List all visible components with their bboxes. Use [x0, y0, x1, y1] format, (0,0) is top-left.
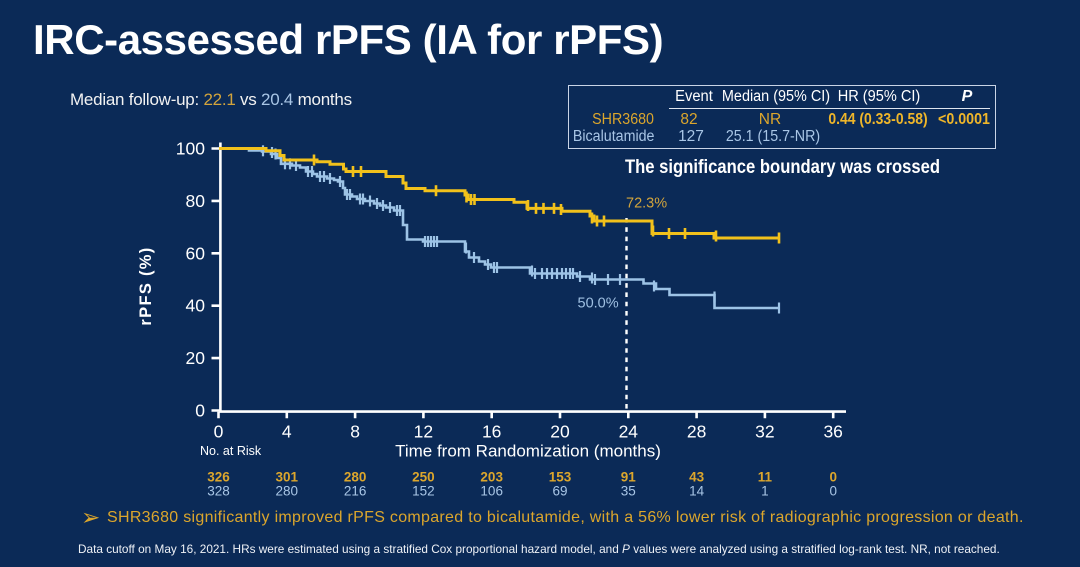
- svg-text:28: 28: [687, 422, 706, 442]
- svg-text:326: 326: [207, 470, 230, 485]
- svg-text:32: 32: [755, 422, 774, 442]
- svg-text:16: 16: [482, 422, 501, 442]
- svg-text:1: 1: [761, 484, 769, 499]
- svg-text:20: 20: [550, 422, 570, 442]
- svg-text:14: 14: [689, 484, 705, 499]
- svg-text:80: 80: [186, 191, 206, 211]
- svg-text:36: 36: [823, 422, 842, 442]
- svg-text:69: 69: [552, 484, 567, 499]
- svg-text:40: 40: [186, 296, 206, 316]
- svg-text:50.0%: 50.0%: [578, 296, 619, 312]
- svg-text:0: 0: [829, 470, 837, 485]
- svg-text:328: 328: [207, 484, 230, 499]
- svg-text:8: 8: [350, 422, 360, 442]
- svg-text:No. at Risk: No. at Risk: [200, 444, 262, 458]
- svg-text:0: 0: [829, 484, 837, 499]
- svg-text:301: 301: [276, 470, 299, 485]
- svg-text:153: 153: [549, 470, 572, 485]
- svg-text:91: 91: [621, 470, 637, 485]
- svg-text:0: 0: [214, 422, 224, 442]
- svg-text:0: 0: [195, 401, 205, 421]
- svg-text:72.3%: 72.3%: [626, 196, 667, 212]
- svg-text:24: 24: [619, 422, 639, 442]
- svg-text:rPFS (%): rPFS (%): [137, 246, 155, 325]
- svg-text:4: 4: [282, 422, 292, 442]
- svg-text:11: 11: [758, 470, 773, 485]
- svg-text:12: 12: [414, 422, 433, 442]
- svg-text:20: 20: [186, 348, 206, 368]
- svg-text:43: 43: [689, 470, 705, 485]
- svg-text:100: 100: [176, 139, 205, 159]
- svg-text:60: 60: [186, 243, 206, 263]
- svg-text:203: 203: [480, 470, 503, 485]
- svg-text:250: 250: [412, 470, 435, 485]
- svg-text:106: 106: [480, 484, 503, 499]
- svg-text:152: 152: [412, 484, 435, 499]
- svg-text:280: 280: [344, 470, 367, 485]
- svg-text:216: 216: [344, 484, 367, 499]
- svg-text:Time from Randomization (month: Time from Randomization (months): [395, 442, 661, 461]
- svg-text:35: 35: [621, 484, 636, 499]
- svg-text:280: 280: [276, 484, 299, 499]
